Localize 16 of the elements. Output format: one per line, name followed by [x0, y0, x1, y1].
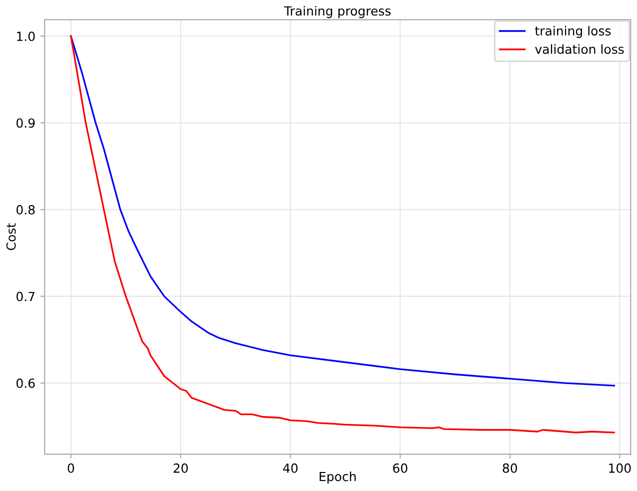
- x-tick-label: 80: [502, 463, 518, 473]
- legend-label: training loss: [535, 26, 611, 38]
- y-axis-title: Cost: [6, 223, 16, 250]
- x-tick-label: 100: [609, 463, 631, 473]
- y-tick-label: 1.0: [17, 32, 35, 42]
- x-tick-label: 20: [174, 463, 188, 473]
- x-tick-label: 40: [283, 463, 298, 473]
- y-tick-label: 0.8: [16, 205, 35, 215]
- y-tick-label: 0.6: [16, 378, 35, 388]
- legend-label: validation loss: [535, 44, 624, 54]
- chart-title: Training progress: [284, 6, 391, 18]
- x-tick-label: 60: [393, 463, 408, 473]
- y-tick-label: 0.7: [16, 292, 34, 302]
- x-axis-title: Epoch: [320, 472, 356, 484]
- x-tick-label: 0: [68, 463, 74, 473]
- y-tick-label: 0.9: [16, 118, 35, 128]
